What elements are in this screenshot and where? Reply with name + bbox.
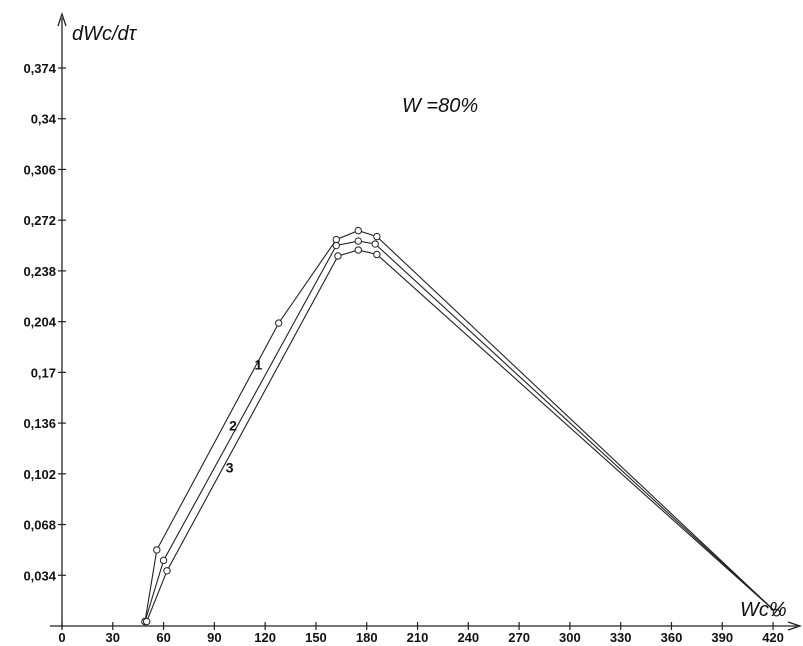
data-point-2 [159, 556, 168, 565]
x-tick-label: 420 [762, 630, 784, 645]
curve-label-2: 2 [229, 418, 237, 434]
y-tick-label: 0,272 [23, 213, 56, 228]
x-tick-label: 240 [457, 630, 479, 645]
curve-label-1: 1 [254, 356, 262, 372]
x-tick-label: 180 [356, 630, 378, 645]
x-tick-label: 150 [305, 630, 327, 645]
x-tick-label: 60 [156, 630, 170, 645]
y-tick-label: 0,238 [23, 264, 56, 279]
y-tick-label: 0,306 [23, 162, 56, 177]
annotation-moisture: W =80% [402, 95, 478, 117]
curve-label-3: 3 [226, 459, 234, 475]
data-point-3 [373, 250, 381, 259]
x-tick-label: 270 [508, 630, 530, 645]
data-point-3 [354, 246, 362, 254]
series-line-2 [144, 240, 777, 622]
series-line-3 [146, 249, 777, 622]
y-tick-label: 0,034 [23, 568, 56, 583]
x-tick-label: 120 [254, 630, 276, 645]
y-axis-arrow [57, 11, 67, 27]
data-point-1 [332, 235, 340, 244]
y-tick-label: 0,136 [23, 416, 56, 431]
data-point-1 [153, 546, 161, 554]
data-point-1 [373, 232, 381, 241]
data-point-2 [354, 237, 362, 245]
y-tick-label: 0,34 [31, 112, 57, 127]
x-tick-label: 0 [58, 630, 65, 645]
x-axis-title: Wc% [740, 599, 787, 621]
data-point-3 [334, 252, 342, 260]
y-tick-label: 0,068 [23, 518, 56, 533]
x-tick-label: 30 [106, 630, 120, 645]
y-tick-label: 0,17 [31, 365, 56, 380]
x-axis-arrow [787, 621, 803, 631]
series-layer [141, 226, 781, 626]
data-point-1 [354, 226, 362, 235]
x-tick-label: 210 [407, 630, 429, 645]
y-tick-label: 0,102 [23, 467, 56, 482]
data-point-1 [275, 319, 283, 327]
y-tick-label: 0,204 [23, 315, 56, 330]
data-point-3 [163, 567, 171, 575]
y-tick-label: 0,374 [23, 61, 56, 76]
ticks: 0 30 60 90 120 150 180 210 240 270 300 330 360 390 420… [23, 61, 783, 645]
x-tick-label: 300 [559, 630, 581, 645]
data-point-3 [772, 608, 781, 617]
x-tick-label: 330 [610, 630, 632, 645]
data-point-2 [332, 241, 340, 250]
x-tick-label: 360 [661, 630, 683, 645]
series-line-1 [144, 230, 777, 622]
y-axis-title: dWc/dτ [72, 23, 138, 45]
data-point-2 [371, 240, 379, 248]
x-tick-label: 90 [207, 630, 221, 645]
data-point-3 [142, 617, 151, 626]
labels-layer: 1 2 3 [226, 356, 263, 475]
x-tick-label: 390 [711, 630, 733, 645]
axes [50, 11, 803, 631]
